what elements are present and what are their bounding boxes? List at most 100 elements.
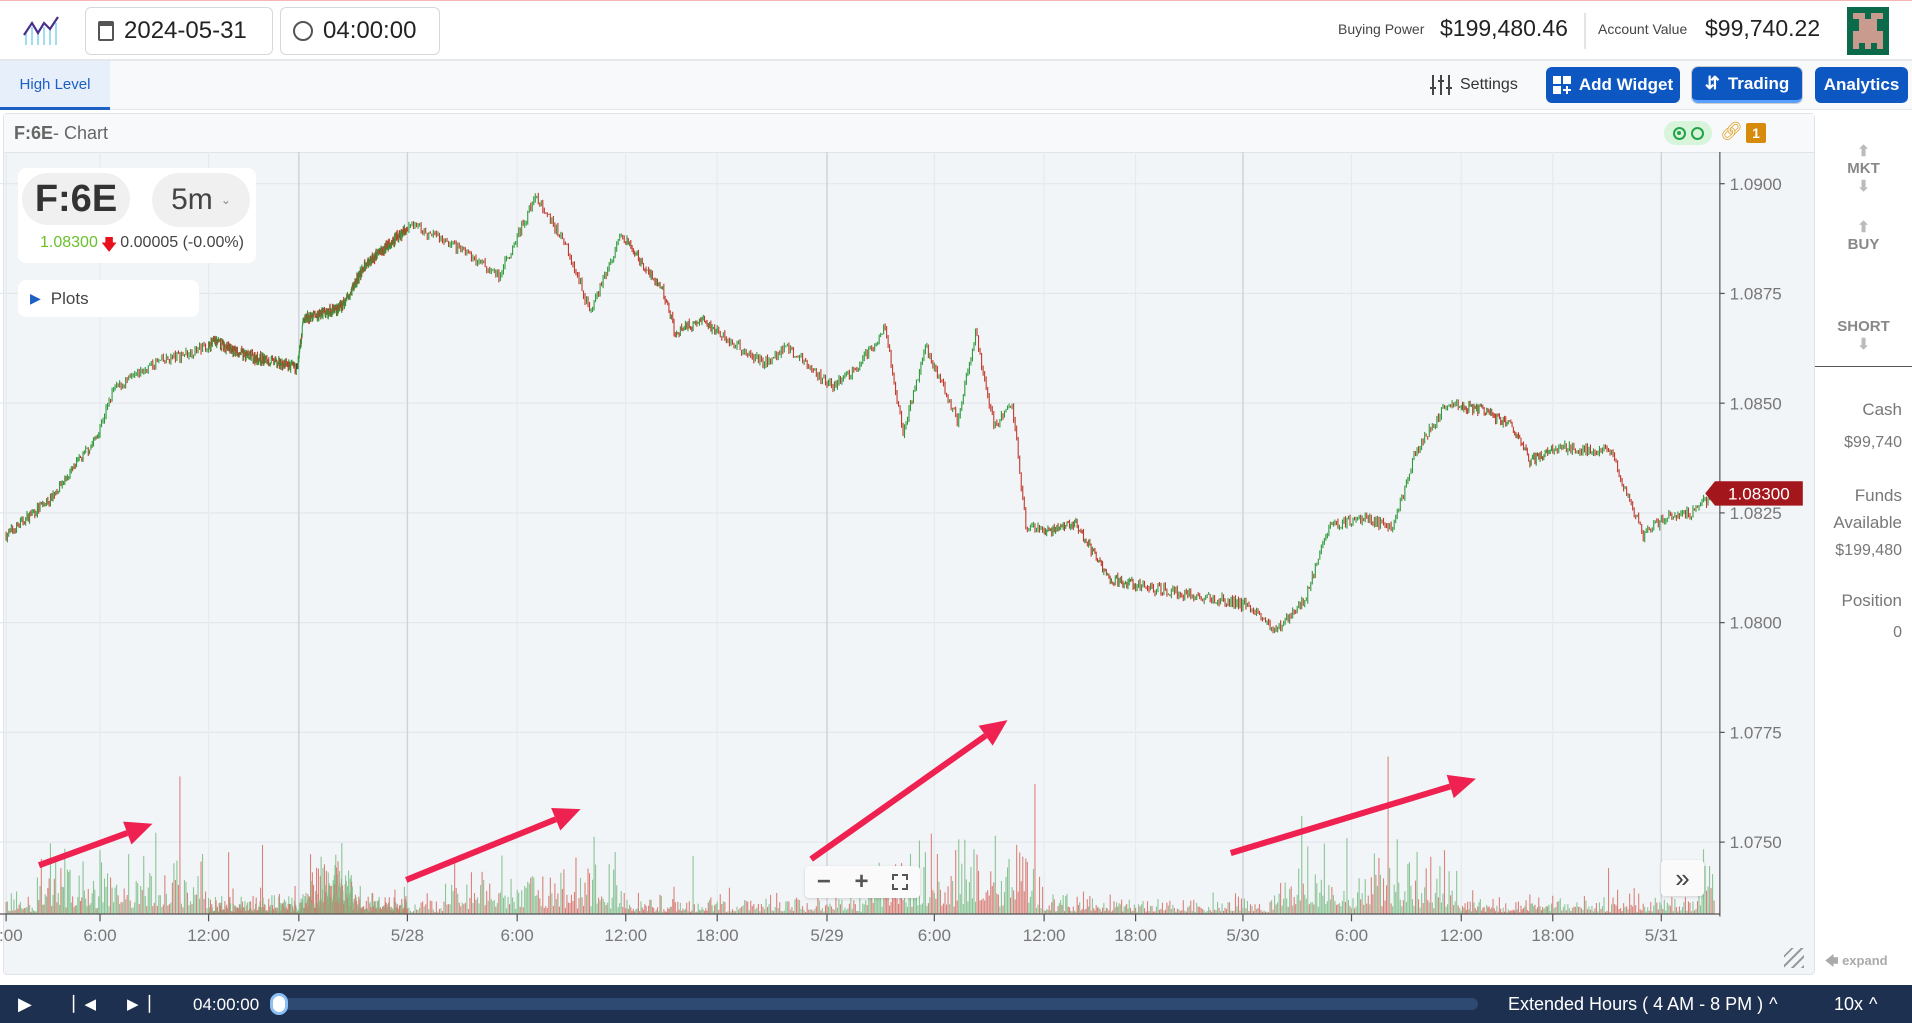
- session-select[interactable]: Extended Hours ( 4 AM - 8 PM ) ^: [1508, 994, 1778, 1015]
- interval-select[interactable]: 5m ⌄: [152, 173, 250, 227]
- link-group-badge[interactable]: 1: [1746, 123, 1766, 143]
- symbol-pill[interactable]: F:6E: [22, 173, 130, 225]
- volume-bar: [1529, 894, 1531, 915]
- live-status-pill[interactable]: [1664, 121, 1712, 145]
- volume-bar: [698, 909, 700, 915]
- volume-bar: [1491, 907, 1493, 915]
- date-picker[interactable]: 2024-05-31: [85, 7, 273, 55]
- playback-slider-thumb[interactable]: [270, 993, 288, 1015]
- volume-bar: [1648, 910, 1650, 915]
- volume-bar: [854, 904, 856, 915]
- tab-high-level[interactable]: High Level: [0, 61, 110, 110]
- volume-bar: [1274, 895, 1276, 915]
- volume-bar: [1249, 904, 1252, 915]
- zoom-in-button[interactable]: +: [854, 868, 869, 895]
- chart-widget-header[interactable]: F:6E - Chart 🔗︎ 1: [4, 114, 1814, 153]
- time-picker[interactable]: 04:00:00: [280, 7, 440, 55]
- volume-bar: [268, 898, 270, 915]
- volume-bar: [1433, 908, 1435, 915]
- volume-bar: [750, 900, 752, 915]
- trading-button[interactable]: ⇵ Trading: [1691, 66, 1803, 104]
- arrow-head: [551, 807, 581, 831]
- volume-bar: [200, 861, 202, 915]
- plots-toggle[interactable]: ▶ Plots: [18, 280, 199, 317]
- volume-bar: [802, 906, 804, 915]
- playback-slider[interactable]: [272, 998, 1478, 1010]
- analytics-button[interactable]: Analytics: [1815, 67, 1908, 103]
- volume-bar: [1505, 903, 1507, 915]
- volume-bar: [683, 910, 685, 915]
- volume-bar: [378, 896, 380, 915]
- volume-bar: [1509, 911, 1511, 915]
- settings-button[interactable]: Settings: [1430, 67, 1518, 103]
- play-button[interactable]: ▶: [18, 994, 32, 1014]
- volume-bar: [1573, 906, 1575, 915]
- volume-bar: [976, 854, 978, 915]
- volume-bar: [192, 887, 195, 915]
- volume-bar: [59, 904, 61, 915]
- time-value: 04:00:00: [323, 17, 417, 44]
- volume-bar: [1577, 906, 1579, 915]
- volume-bar: [438, 908, 440, 915]
- volume-bar: [201, 854, 204, 915]
- volume-bar: [229, 903, 232, 915]
- scroll-to-latest-button[interactable]: »: [1661, 860, 1704, 896]
- volume-bar: [617, 907, 619, 915]
- volume-bar: [444, 883, 447, 915]
- volume-bar: [593, 836, 595, 915]
- volume-bar: [1519, 912, 1521, 915]
- volume-bar: [799, 900, 801, 915]
- add-widget-button[interactable]: Add Widget: [1546, 67, 1680, 103]
- volume-bar: [1416, 851, 1418, 915]
- volume-bar: [510, 878, 512, 915]
- volume-bar: [363, 906, 365, 915]
- fit-screen-icon[interactable]: [892, 874, 909, 890]
- user-avatar-icon[interactable]: [1847, 7, 1889, 55]
- volume-bar: [845, 909, 847, 915]
- volume-bar: [644, 904, 646, 915]
- volume-bar: [820, 910, 822, 915]
- short-button[interactable]: SHORT ⬇: [1815, 298, 1912, 353]
- volume-bar: [1337, 904, 1339, 915]
- volume-bar: [1448, 871, 1450, 915]
- resize-handle-icon[interactable]: [1784, 948, 1804, 968]
- volume-bar: [233, 904, 235, 915]
- volume-bar: [1501, 912, 1503, 915]
- volume-bar: [86, 906, 88, 915]
- volume-bar: [1135, 907, 1137, 915]
- volume-bar: [502, 897, 505, 915]
- volume-bar: [1169, 900, 1171, 915]
- market-order-button[interactable]: ⬆ MKT ⬇: [1815, 142, 1912, 195]
- link-icon[interactable]: 🔗︎: [1720, 121, 1743, 141]
- volume-bar: [952, 881, 954, 915]
- volume-bar: [197, 876, 199, 915]
- volume-bar: [1139, 906, 1141, 915]
- buy-button[interactable]: ⬆ BUY: [1815, 218, 1912, 253]
- volume-bar: [945, 904, 948, 915]
- volume-bar: [1218, 907, 1220, 915]
- volume-bar: [1146, 901, 1149, 915]
- volume-bar: [947, 886, 949, 915]
- cash-value: $99,740: [1844, 434, 1902, 451]
- speed-select[interactable]: 10x ^: [1834, 994, 1877, 1015]
- volume-bar: [1454, 901, 1456, 915]
- volume-bar: [384, 902, 387, 915]
- volume-bar: [1289, 888, 1291, 915]
- volume-bar: [223, 909, 225, 915]
- step-back-button[interactable]: ▏◀: [73, 996, 97, 1013]
- volume-bar: [99, 850, 101, 915]
- zoom-out-button[interactable]: −: [816, 868, 831, 895]
- volume-bar: [45, 896, 48, 915]
- volume-bar: [156, 905, 158, 915]
- volume-bar: [1093, 908, 1095, 915]
- volume-bar: [1239, 910, 1241, 915]
- price-chart[interactable]: 1.0900 1.0875 1.0850 1.0825 1.0800 1.0775 1.07…: [0, 152, 1815, 975]
- volume-bar: [1313, 904, 1315, 915]
- volume-bar: [780, 910, 782, 915]
- app-logo-icon[interactable]: [22, 15, 62, 45]
- price-tick-label: 1.0800: [1730, 614, 1782, 633]
- order-sidebar: ⬆ MKT ⬇ ⬆ BUY SHORT ⬇ Cash $99,740 Funds Ava…: [1815, 110, 1912, 985]
- step-forward-button[interactable]: ▶▕: [127, 996, 151, 1013]
- volume-bar: [359, 886, 361, 915]
- expand-button[interactable]: 🡄 expand: [1825, 952, 1888, 974]
